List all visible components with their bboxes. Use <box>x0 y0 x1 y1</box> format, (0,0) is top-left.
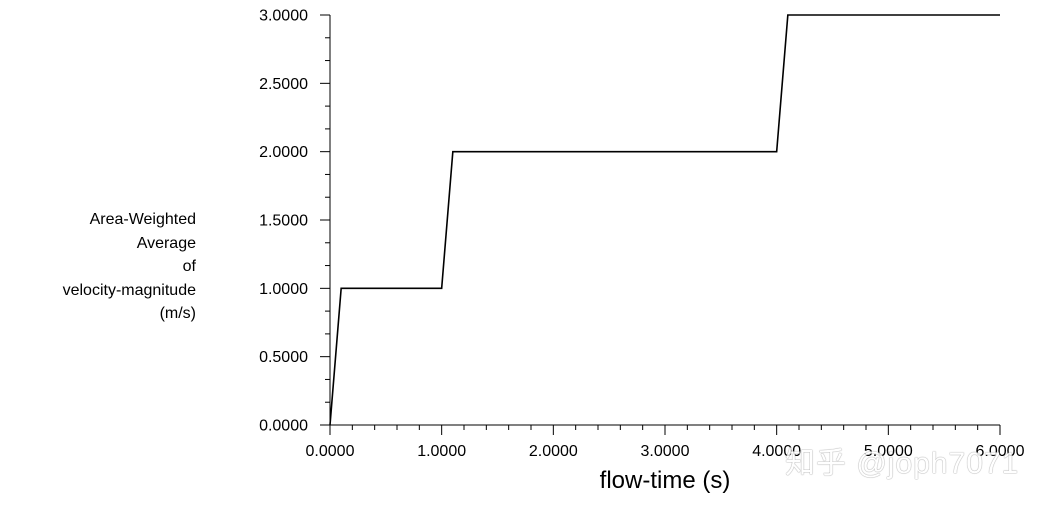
y-axis-label-line: Area-Weighted <box>89 211 196 228</box>
y-tick-label: 0.0000 <box>259 418 308 435</box>
y-axis-label-line: velocity-magnitude <box>62 281 196 299</box>
x-tick-label: 2.0000 <box>529 443 578 460</box>
y-tick-label: 3.0000 <box>259 8 308 25</box>
x-tick-label: 4.0000 <box>752 443 801 460</box>
y-axis-label-line: Average <box>136 234 196 252</box>
x-tick-label: 6.0000 <box>976 443 1025 460</box>
y-tick-label: 2.0000 <box>259 144 308 161</box>
y-tick-label: 2.5000 <box>259 76 308 93</box>
y-axis-label-line: (m/s) <box>159 305 196 322</box>
x-tick-label: 3.0000 <box>641 443 690 460</box>
y-axis-label-line: of <box>182 258 196 275</box>
x-axis-label: flow-time (s) <box>599 467 731 494</box>
axes <box>329 15 1000 426</box>
y-axis-label: Area-Weighted Average of velocity-magnit… <box>6 208 196 326</box>
ticks: 0.0000 0.5000 1.0000 1.5000 2.0000 2.5000 3.00… <box>259 8 1025 461</box>
x-tick-label: 0.0000 <box>306 443 355 460</box>
y-tick-label: 0.5000 <box>259 349 308 366</box>
y-tick-label: 1.0000 <box>259 281 308 298</box>
watermark: 知乎 @joph7071 <box>785 447 1020 480</box>
x-tick-label: 5.0000 <box>864 443 913 460</box>
series-line <box>329 14 1000 426</box>
y-tick-label: 1.5000 <box>259 213 308 230</box>
x-tick-label: 1.0000 <box>417 443 466 460</box>
series <box>329 14 1000 426</box>
